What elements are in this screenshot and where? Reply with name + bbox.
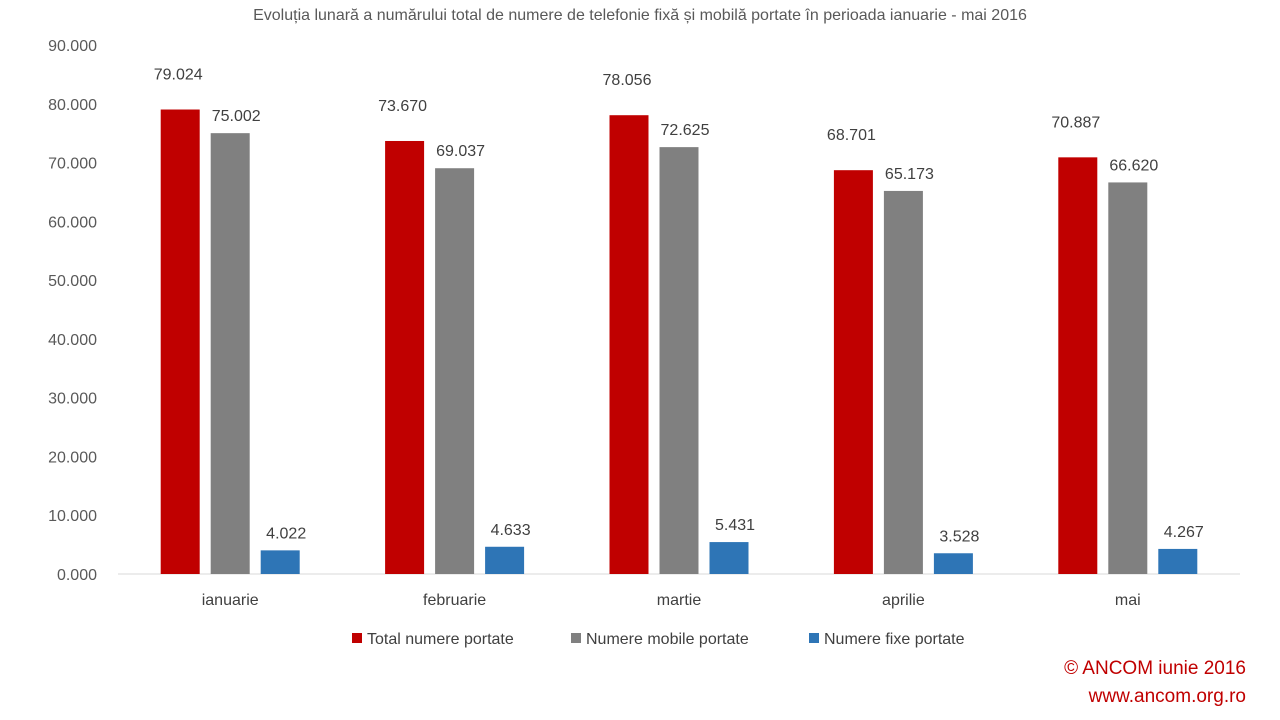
- bar-numere-mobile-portate-aprilie: [883, 190, 923, 574]
- legend-label: Total numere portate: [367, 631, 514, 648]
- bar-value-label: 5.431: [715, 517, 755, 534]
- y-tick-label: 0.000: [57, 567, 97, 584]
- bar-value-label: 4.633: [491, 522, 531, 539]
- copyright-credit: © ANCOM iunie 2016: [1064, 658, 1246, 679]
- legend: Total numere portate Numere mobile portat…: [352, 631, 965, 648]
- legend-swatch: [809, 633, 819, 643]
- legend-label: Numere fixe portate: [824, 631, 965, 648]
- x-tick-label: februarie: [423, 592, 486, 609]
- bar-total-numere-portate-martie: [609, 115, 649, 575]
- legend-swatch: [571, 633, 581, 643]
- bar-value-label: 70.887: [1051, 114, 1100, 131]
- bar-value-label: 78.056: [603, 72, 652, 89]
- bar-value-label: 79.024: [154, 67, 203, 84]
- bar-numere-fixe-portate-martie: [709, 542, 749, 574]
- bar-value-label: 75.002: [212, 108, 261, 125]
- bar-numere-fixe-portate-mai: [1158, 548, 1198, 574]
- x-tick-label: mai: [1115, 592, 1141, 609]
- bar-numere-fixe-portate-februarie: [485, 546, 525, 574]
- bar-value-label: 3.528: [939, 528, 979, 545]
- bar-total-numere-portate-februarie: [385, 140, 425, 574]
- chart-title: Evoluția lunară a numărului total de num…: [253, 7, 1027, 24]
- y-tick-label: 20.000: [48, 449, 97, 466]
- bar-value-label: 68.701: [827, 127, 876, 144]
- bar-numere-fixe-portate-ianuarie: [260, 550, 300, 574]
- y-tick-label: 80.000: [48, 97, 97, 114]
- y-tick-label: 90.000: [48, 38, 97, 55]
- bar-total-numere-portate-aprilie: [833, 170, 873, 574]
- bar-numere-mobile-portate-februarie: [435, 168, 475, 574]
- bar-value-label: 66.620: [1109, 157, 1158, 174]
- y-tick-label: 40.000: [48, 332, 97, 349]
- y-tick-label: 60.000: [48, 214, 97, 231]
- x-tick-label: ianuarie: [202, 592, 259, 609]
- y-tick-label: 50.000: [48, 273, 97, 290]
- bar-numere-mobile-portate-martie: [659, 147, 699, 574]
- bar-numere-mobile-portate-ianuarie: [210, 133, 250, 574]
- bar-numere-fixe-portate-aprilie: [933, 553, 973, 574]
- bar-value-label: 72.625: [661, 122, 710, 139]
- y-tick-label: 30.000: [48, 391, 97, 408]
- y-tick-label: 70.000: [48, 156, 97, 173]
- bar-value-label: 73.670: [378, 98, 427, 115]
- bar-numere-mobile-portate-mai: [1108, 182, 1148, 575]
- bar-total-numere-portate-mai: [1058, 157, 1098, 574]
- legend-label: Numere mobile portate: [586, 631, 749, 648]
- y-tick-label: 10.000: [48, 508, 97, 525]
- bar-value-label: 69.037: [436, 143, 485, 160]
- x-tick-label: martie: [657, 592, 702, 609]
- legend-swatch: [352, 633, 362, 643]
- bar-total-numere-portate-ianuarie: [160, 109, 200, 574]
- bar-value-label: 4.267: [1164, 524, 1204, 541]
- bar-value-label: 65.173: [885, 166, 934, 183]
- bar-value-label: 4.022: [266, 525, 306, 542]
- website-credit[interactable]: www.ancom.org.ro: [1088, 686, 1246, 707]
- x-tick-label: aprilie: [882, 592, 925, 609]
